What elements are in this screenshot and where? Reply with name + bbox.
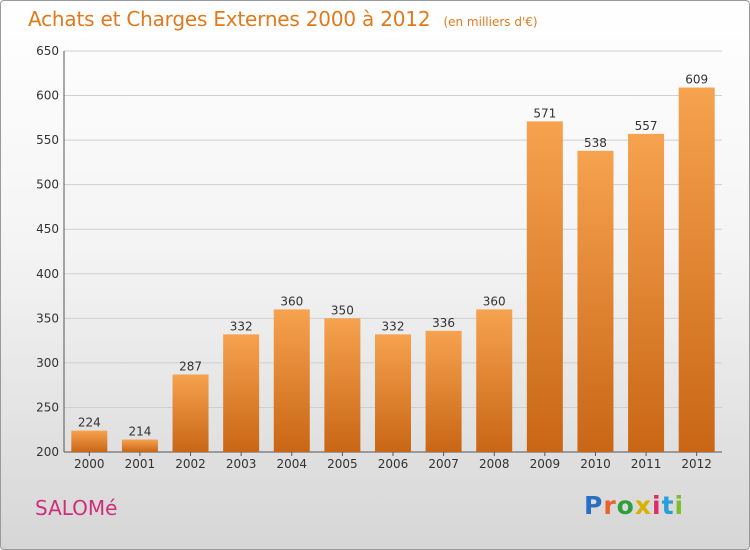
bar bbox=[273, 309, 310, 452]
y-tick-label: 550 bbox=[36, 133, 59, 147]
y-tick-label: 300 bbox=[36, 356, 59, 370]
data-label: 350 bbox=[331, 303, 354, 317]
bar bbox=[628, 133, 665, 452]
y-tick-label: 450 bbox=[36, 222, 59, 236]
x-tick-label: 2002 bbox=[175, 457, 206, 471]
x-tick-label: 2001 bbox=[125, 457, 156, 471]
proxiti-logo[interactable]: Proxiti bbox=[584, 491, 684, 520]
data-label: 557 bbox=[635, 119, 658, 133]
x-tick-label: 2000 bbox=[74, 457, 105, 471]
x-tick-label: 2010 bbox=[580, 457, 611, 471]
logo-letter: i bbox=[674, 491, 685, 520]
data-label: 332 bbox=[382, 319, 405, 333]
data-label: 571 bbox=[533, 106, 556, 120]
bar bbox=[526, 121, 563, 453]
data-label: 287 bbox=[179, 359, 202, 373]
y-tick-label: 250 bbox=[36, 400, 59, 414]
bar bbox=[375, 334, 411, 452]
x-tick-label: 2006 bbox=[378, 457, 409, 471]
x-tick-label: 2012 bbox=[681, 457, 712, 471]
data-label: 224 bbox=[78, 416, 101, 430]
logo-letter: t bbox=[661, 491, 675, 520]
y-tick-label: 650 bbox=[36, 44, 59, 58]
bar bbox=[223, 334, 260, 452]
bar bbox=[121, 439, 158, 452]
x-tick-label: 2007 bbox=[428, 457, 459, 471]
logo-letter: o bbox=[616, 491, 635, 520]
x-tick-label: 2004 bbox=[276, 457, 307, 471]
data-label: 538 bbox=[584, 136, 607, 150]
data-label: 336 bbox=[432, 316, 455, 330]
x-tick-label: 2003 bbox=[226, 457, 257, 471]
bar bbox=[71, 430, 108, 452]
logo-letter: i bbox=[652, 491, 662, 520]
x-tick-label: 2005 bbox=[327, 457, 358, 471]
y-tick-label: 600 bbox=[36, 89, 59, 103]
bar bbox=[324, 318, 361, 452]
x-tick-label: 2008 bbox=[479, 457, 510, 471]
data-label: 360 bbox=[483, 294, 506, 308]
y-tick-label: 350 bbox=[36, 311, 59, 325]
bar bbox=[172, 374, 209, 452]
commune-name: SALOMé bbox=[35, 496, 118, 520]
logo-letter: P bbox=[584, 491, 604, 520]
data-label: 360 bbox=[280, 294, 303, 308]
x-tick-label: 2011 bbox=[631, 457, 662, 471]
title-text: Achats et Charges Externes 2000 à 2012 bbox=[28, 7, 431, 31]
chart-title: Achats et Charges Externes 2000 à 2012 (… bbox=[28, 7, 538, 31]
data-label: 214 bbox=[128, 425, 151, 439]
bar bbox=[425, 330, 462, 452]
logo-letter: x bbox=[634, 491, 652, 520]
data-label: 332 bbox=[230, 319, 253, 333]
y-tick-label: 400 bbox=[36, 267, 59, 281]
logo-letter: r bbox=[603, 491, 617, 520]
bar bbox=[476, 309, 513, 452]
bar bbox=[678, 87, 715, 452]
y-tick-label: 200 bbox=[36, 445, 59, 459]
y-tick-label: 500 bbox=[36, 178, 59, 192]
x-tick-label: 2009 bbox=[530, 457, 561, 471]
title-unit: (en milliers d'€) bbox=[443, 15, 538, 29]
data-label: 609 bbox=[685, 73, 708, 87]
bar bbox=[577, 150, 614, 452]
